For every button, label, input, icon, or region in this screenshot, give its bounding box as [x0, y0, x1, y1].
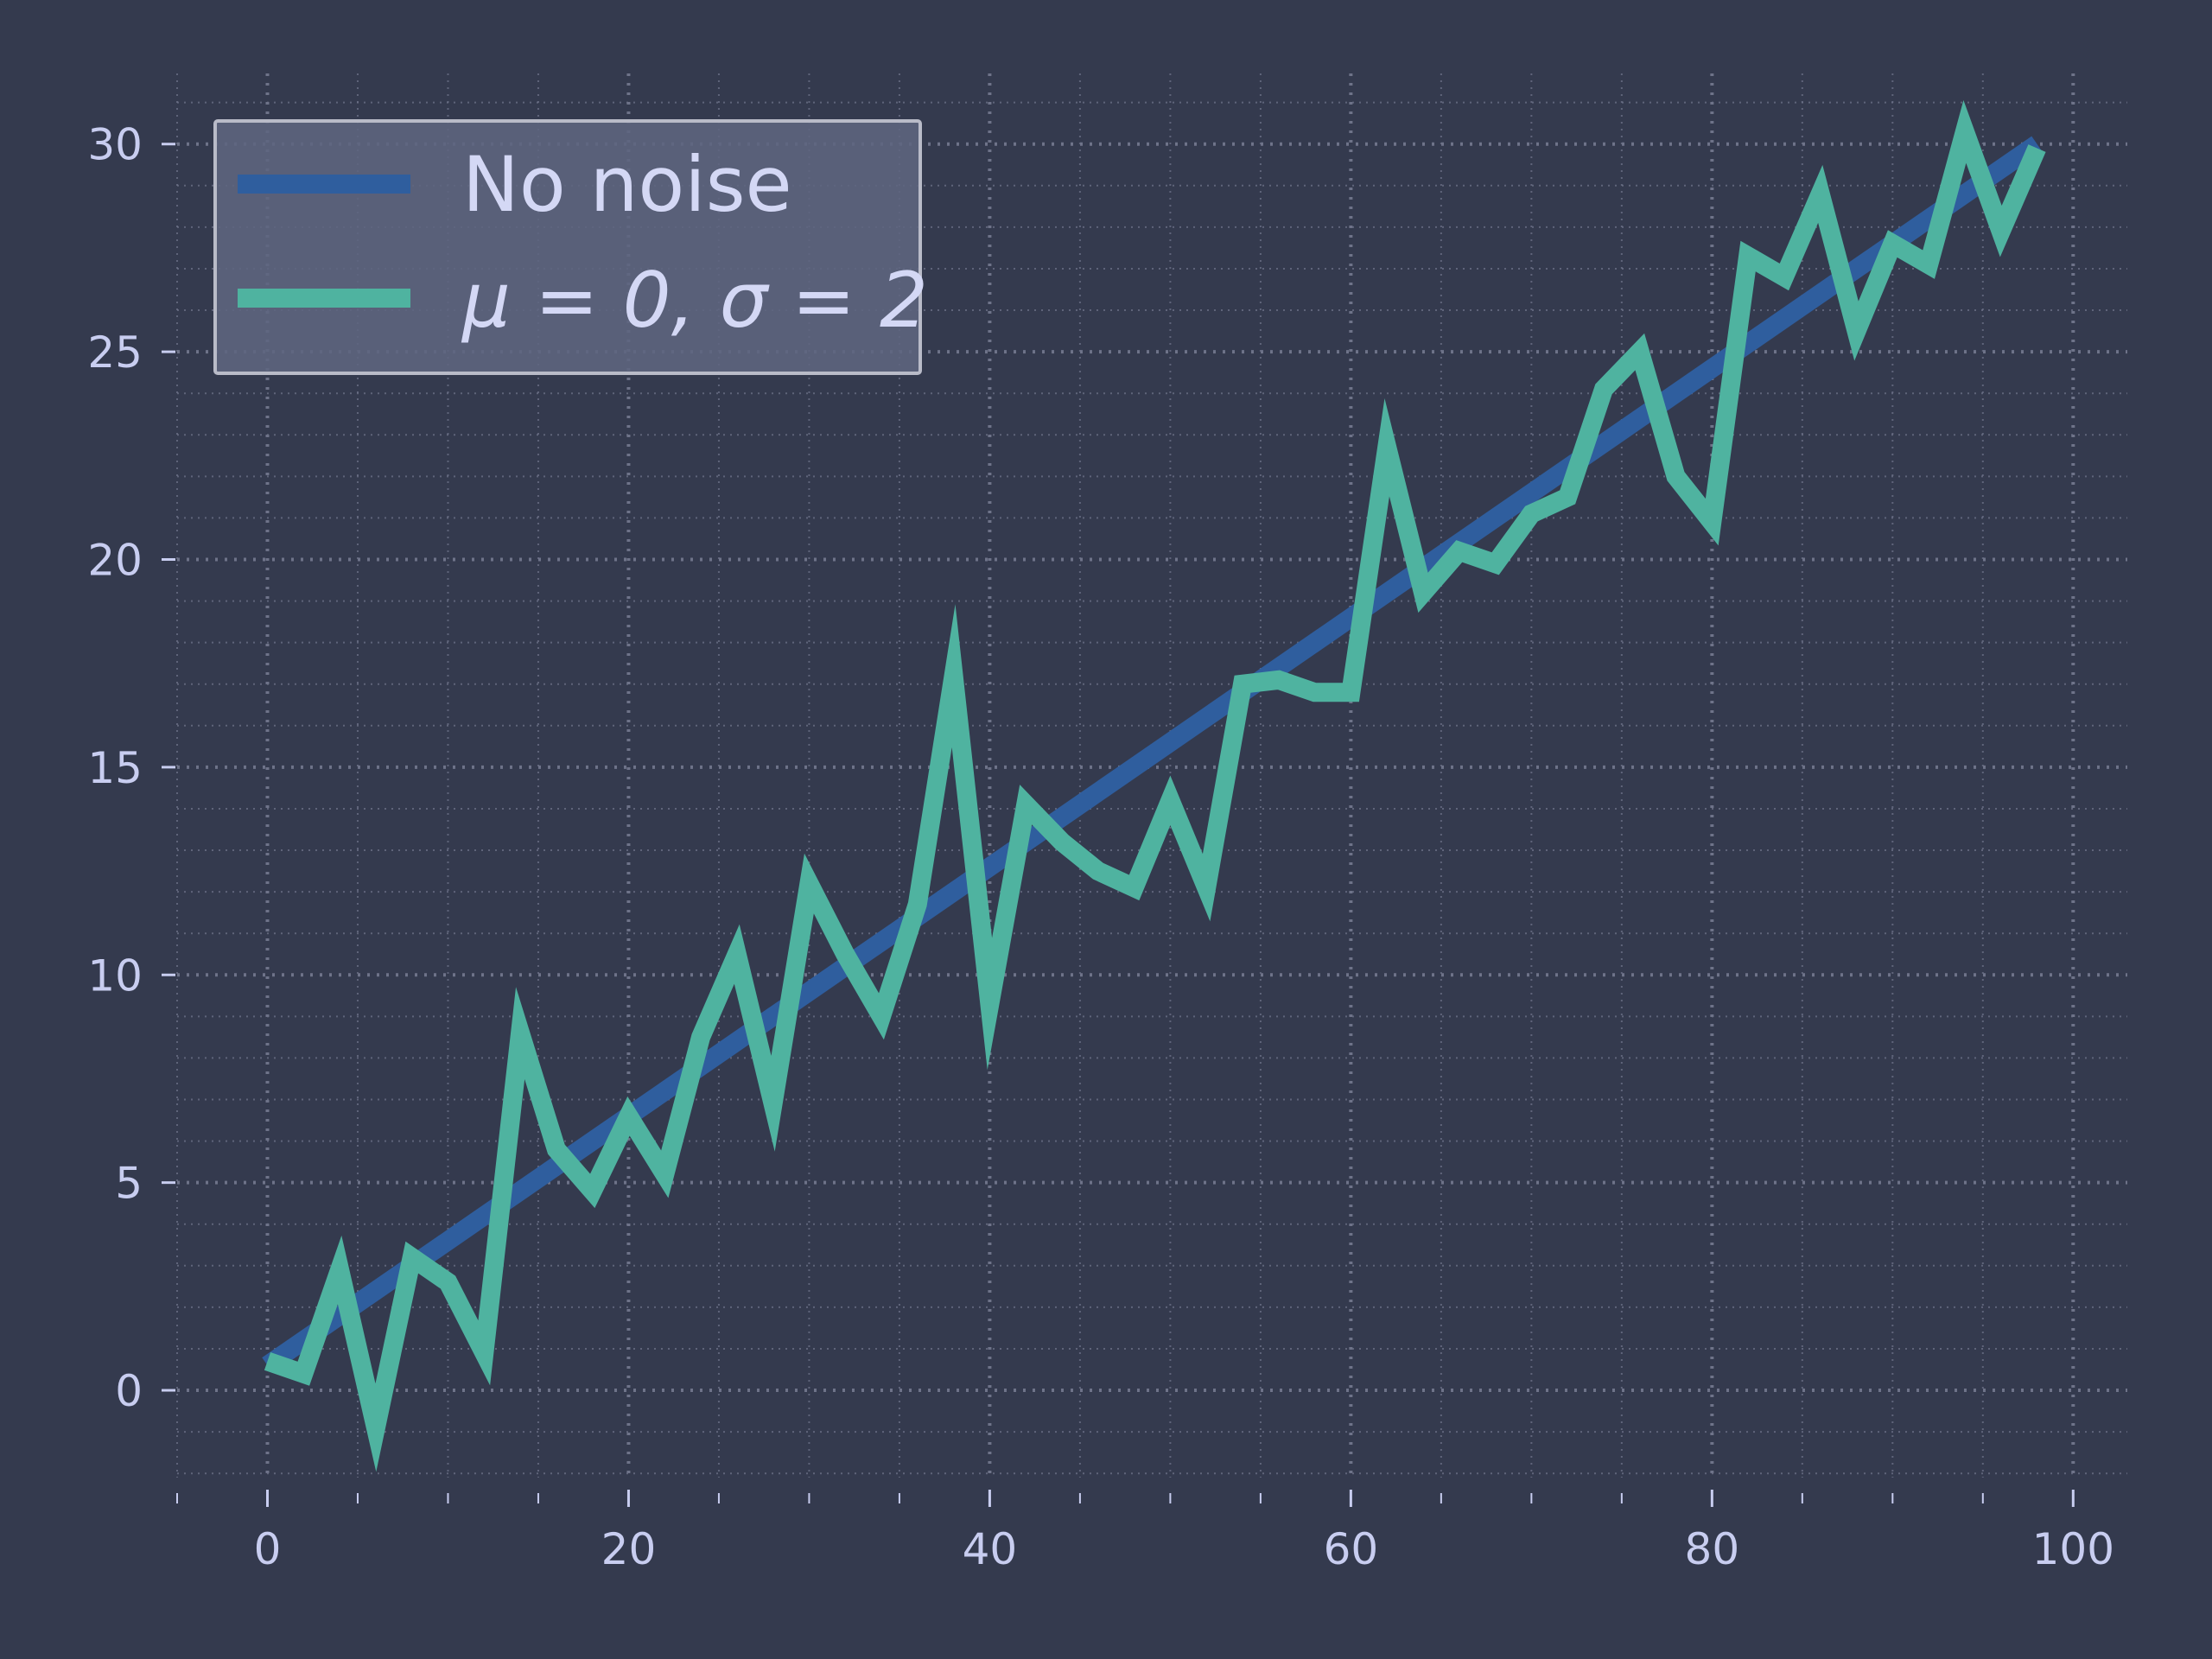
x-tick-label: 0	[254, 1524, 282, 1574]
series-line-noisy	[264, 99, 2046, 1472]
x-tick-label: 80	[1685, 1524, 1740, 1574]
x-axis: 0 20 40 60 80 100	[176, 1490, 2114, 1574]
x-tick-label: 60	[1324, 1524, 1379, 1574]
x-tick-label: 20	[601, 1524, 657, 1574]
y-axis: 0 5 10 15 20 25 30	[87, 120, 175, 1416]
legend: No noise μ = 0, σ = 2	[213, 119, 928, 375]
y-tick-label: 15	[87, 743, 143, 793]
y-tick-label: 10	[87, 950, 143, 1001]
legend-label-no-noise: No noise	[462, 140, 792, 229]
minor-gridlines	[176, 73, 2127, 1478]
y-tick-label: 5	[115, 1159, 143, 1209]
y-tick-label: 25	[87, 327, 143, 378]
x-tick-label: 40	[963, 1524, 1018, 1574]
series-layer	[262, 99, 2046, 1472]
y-tick-label: 0	[115, 1366, 143, 1416]
x-tick-label: 100	[2032, 1524, 2114, 1574]
legend-label-noisy: μ = 0, σ = 2	[461, 256, 928, 345]
y-tick-label: 20	[87, 536, 143, 586]
y-tick-label: 30	[87, 120, 143, 170]
